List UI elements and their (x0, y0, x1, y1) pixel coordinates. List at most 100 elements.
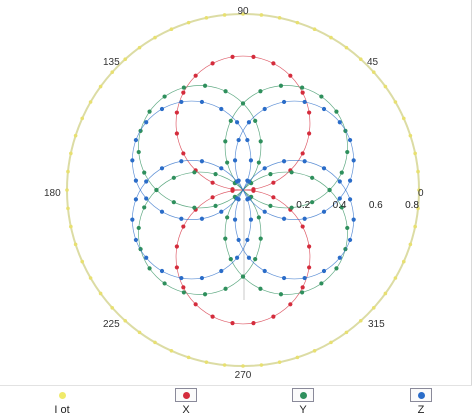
angle-tick-label: 270 (235, 370, 252, 381)
legend-item-y[interactable]: Y (283, 386, 323, 420)
data-point-z (302, 159, 307, 164)
data-point-y (228, 118, 233, 123)
data-point-i-ot (295, 355, 300, 360)
data-point-z (245, 237, 250, 243)
data-point-y (256, 160, 261, 165)
data-point-i-ot (344, 330, 349, 335)
legend-marker-z (418, 392, 425, 399)
data-point-z (262, 209, 267, 214)
radial-tick-label: 0.4 (333, 200, 347, 211)
data-point-i-ot (80, 259, 85, 264)
data-point-i-ot (408, 133, 413, 138)
legend-label-x: X (182, 404, 190, 416)
data-point-z (236, 237, 241, 243)
data-point-x (230, 188, 235, 193)
data-point-i-ot (137, 330, 142, 335)
data-point-y (147, 266, 152, 271)
data-point-z (199, 216, 205, 221)
radial-tick-label: 0.6 (369, 200, 383, 211)
data-point-y (213, 203, 218, 208)
data-point-z (159, 106, 165, 112)
data-point-i-ot (401, 116, 406, 121)
data-point-x (174, 244, 179, 249)
data-point-y (181, 85, 186, 90)
data-point-z (337, 120, 342, 125)
data-point-y (258, 236, 263, 241)
data-point-z (246, 179, 252, 184)
data-point-x (271, 195, 276, 200)
legend: I ot X Y Z (0, 385, 472, 420)
data-point-z (321, 166, 327, 171)
data-point-y (334, 109, 339, 114)
data-point-x (174, 131, 179, 136)
data-point-i-ot (222, 13, 227, 17)
legend-swatch-x (175, 388, 197, 402)
data-point-x (230, 320, 235, 326)
data-point-z (133, 237, 139, 243)
data-point-i-ot (186, 20, 191, 25)
data-point-z (179, 99, 184, 105)
data-point-x (210, 195, 215, 200)
data-point-z (321, 209, 327, 214)
data-point-x (307, 265, 312, 270)
legend-item-x[interactable]: X (166, 386, 206, 420)
legend-item-z[interactable]: Z (401, 386, 441, 420)
lobe-curve-y (224, 171, 348, 295)
data-point-i-ot (416, 206, 420, 211)
data-point-y (225, 160, 230, 165)
data-point-z (159, 268, 165, 274)
data-point-i-ot (413, 224, 417, 229)
legend-item-i-ot[interactable]: I ot (42, 386, 82, 420)
data-point-i-ot (186, 355, 191, 360)
angle-tick-label: 135 (103, 57, 120, 68)
data-point-i-ot (169, 348, 174, 353)
data-point-z (351, 217, 356, 222)
data-point-i-ot (69, 224, 73, 229)
data-point-z (245, 137, 250, 143)
data-point-y (154, 187, 159, 193)
polar-chart: 0 45 90 135 180 225 270 315 0.2 0.4 0.6 0.8 (44, 6, 424, 381)
data-point-i-ot (80, 116, 85, 121)
data-point-y (268, 203, 273, 208)
data-point-z (199, 99, 205, 105)
data-point-x (193, 302, 198, 307)
data-point-i-ot (344, 45, 349, 50)
angle-tick-label: 315 (368, 319, 385, 330)
data-point-i-ot (73, 133, 78, 138)
data-point-i-ot (277, 16, 282, 20)
data-point-y (339, 170, 344, 175)
data-point-x (210, 314, 215, 319)
data-point-z (133, 197, 139, 202)
data-point-z (144, 120, 149, 125)
data-point-z (133, 178, 139, 183)
angle-tick-label: 0 (418, 188, 424, 199)
data-point-y (253, 118, 258, 123)
data-point-y (136, 149, 141, 155)
data-point-i-ot (277, 360, 282, 364)
angle-tick-label: 180 (44, 188, 61, 199)
data-point-x (174, 110, 179, 115)
data-point-x (230, 54, 235, 60)
data-point-y (256, 215, 261, 220)
radial-tick-label: 0.8 (405, 200, 419, 211)
data-point-z (144, 196, 149, 201)
data-point-y (258, 139, 263, 144)
data-point-y (223, 139, 228, 144)
legend-swatch-y (292, 388, 314, 402)
data-point-i-ot (65, 188, 69, 192)
data-point-y (171, 175, 176, 180)
angle-tick-label: 225 (103, 319, 120, 330)
lobe-curve-y (138, 171, 262, 295)
data-point-z (130, 158, 135, 163)
data-point-z (159, 209, 165, 214)
data-point-y (327, 187, 332, 193)
angle-tick-label: 45 (367, 57, 379, 68)
data-point-i-ot (259, 363, 264, 367)
data-point-x (193, 73, 198, 78)
radial-tick-label: 0.2 (296, 200, 310, 211)
data-point-z (248, 217, 254, 222)
data-point-z (133, 137, 139, 143)
data-point-z (144, 255, 149, 260)
data-point-z (159, 166, 165, 171)
data-point-y (253, 257, 258, 262)
